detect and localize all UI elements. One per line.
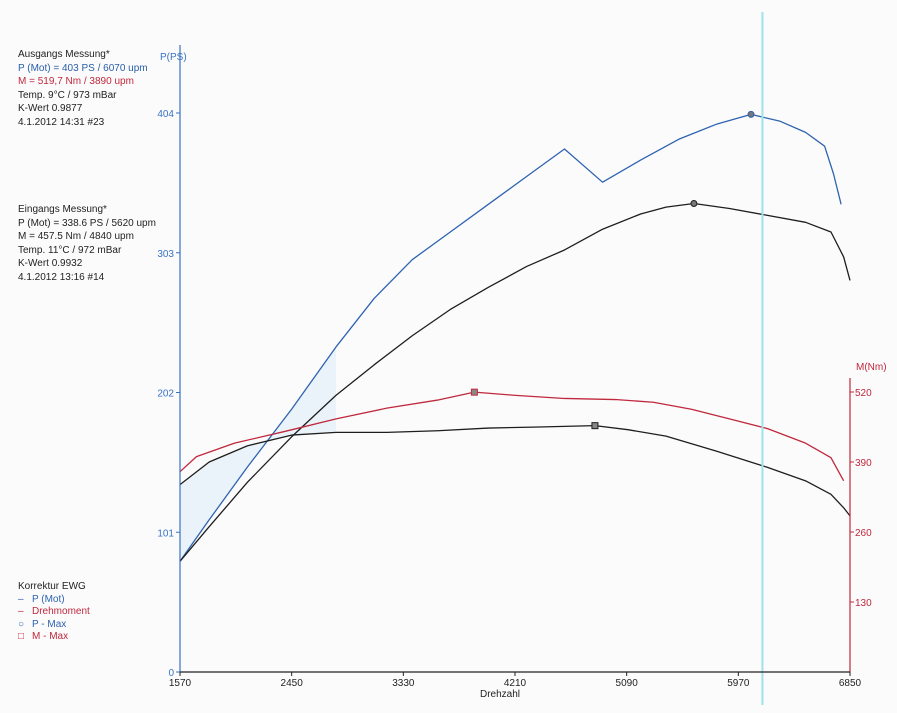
legend-item-torque: – Drehmoment (18, 606, 90, 619)
y-tick-label-left: 202 (157, 389, 174, 400)
m-max-marker-3 (591, 422, 599, 430)
info-panel-ausgang: Ausgangs Messung* P (Mot) = 403 PS / 607… (18, 48, 148, 129)
y-axis-title-left: P(PS) (160, 52, 187, 63)
legend-line-icon: – (18, 593, 24, 605)
y-tick-label-left: 303 (157, 249, 174, 260)
info-eingang-datetime: 4.1.2012 13:16 #14 (18, 271, 105, 283)
legend-title: Korrektur EWG (18, 581, 86, 592)
legend-item-power: – P (Mot) (18, 594, 90, 607)
y-tick-label-right: 390 (855, 458, 872, 469)
x-tick-label: 3330 (392, 678, 415, 689)
axes: 0 101 202 303 404 130 260 390 520 1570 2450 3330 421… (157, 12, 872, 705)
info-ausgang-temp: Temp. 9°C / 973 mBar (18, 89, 117, 101)
info-ausgang-title: Ausgangs Messung* (18, 49, 110, 60)
series-line-3 (179, 425, 851, 517)
y-tick-label-left: 404 (157, 109, 174, 120)
y-tick-label-right: 520 (855, 388, 872, 399)
legend-item-pmax: ○ P - Max (18, 619, 90, 632)
y-axis-title-right: M(Nm) (856, 362, 887, 373)
y-tick-label-left: 0 (168, 668, 174, 679)
circle-icon: ○ (18, 618, 25, 630)
markers-layer (470, 110, 755, 430)
info-ausgang-kwert: K-Wert 0.9877 (18, 103, 83, 114)
y-tick-label-right: 130 (855, 598, 872, 609)
y-tick-label-left: 101 (157, 528, 174, 539)
info-panel-eingang: Eingangs Messung* P (Mot) = 338.6 PS / 5… (18, 203, 156, 284)
legend-label: P - Max (32, 618, 67, 630)
p-max-marker-0 (747, 110, 755, 118)
info-ausgang-datetime: 4.1.2012 14:31 #23 (18, 116, 105, 128)
info-ausgang-power: P (Mot) = 403 PS / 6070 upm (18, 62, 148, 74)
series-layer (179, 113, 851, 562)
legend-label: M - Max (32, 631, 69, 642)
info-eingang-torque: M = 457.5 Nm / 4840 upm (18, 231, 134, 242)
series-line-2 (179, 391, 845, 482)
x-tick-label: 1570 (169, 678, 192, 689)
legend-line-icon: – (18, 606, 24, 617)
x-tick-label: 4210 (504, 678, 527, 689)
info-eingang-power: P (Mot) = 338.6 PS / 5620 upm (18, 217, 156, 229)
p-max-marker-1 (690, 199, 698, 207)
legend-label: P (Mot) (32, 593, 65, 605)
x-tick-label: 6850 (839, 678, 862, 689)
info-ausgang-torque: M = 519,7 Nm / 3890 upm (18, 76, 134, 87)
x-axis-title: Drehzahl (480, 689, 521, 700)
x-tick-label: 2450 (281, 678, 304, 689)
x-tick-label: 5970 (727, 678, 750, 689)
info-eingang-title: Eingangs Messung* (18, 204, 107, 215)
legend: Korrektur EWG – P (Mot) – Drehmoment ○ P - … (18, 581, 90, 644)
info-eingang-kwert: K-Wert 0.9932 (18, 258, 83, 269)
legend-item-mmax: □ M - Max (18, 631, 90, 644)
m-max-marker-2 (470, 388, 478, 396)
y-tick-label-right: 260 (855, 528, 872, 539)
x-tick-label: 5090 (616, 678, 639, 689)
legend-label: Drehmoment (32, 606, 90, 617)
info-eingang-temp: Temp. 11°C / 972 mBar (18, 244, 122, 256)
series-line-0 (179, 113, 842, 562)
series-line-1 (179, 202, 851, 562)
square-icon: □ (18, 631, 25, 642)
